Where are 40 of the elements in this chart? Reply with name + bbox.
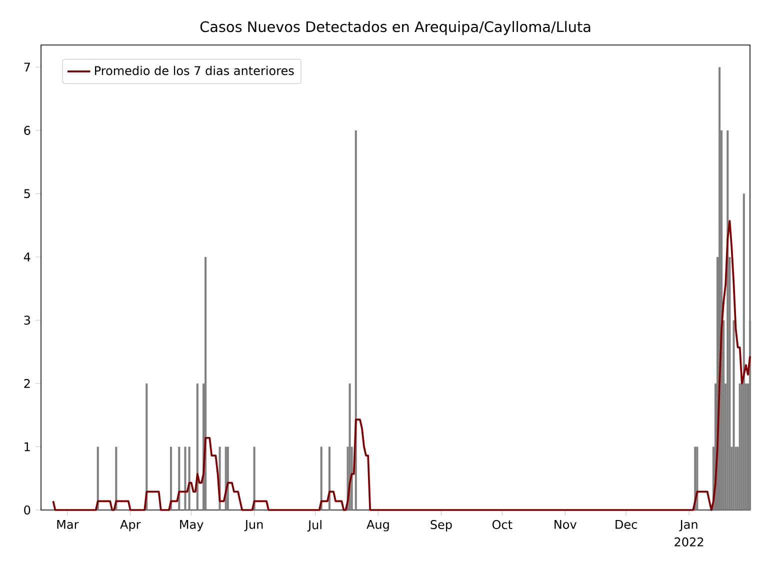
bar (184, 446, 186, 510)
bar (188, 446, 190, 510)
x-tick-label: Oct (492, 520, 512, 530)
bar (748, 320, 752, 510)
bar (115, 446, 118, 510)
bar (354, 130, 357, 510)
x-tick-label: Jul (307, 520, 322, 532)
y-tick-label: 7 (24, 62, 30, 72)
y-tick-label: 0 (24, 505, 30, 515)
x-tick-label: Jan (679, 520, 698, 532)
text: 2022 (674, 537, 704, 546)
y-tick-label: 5 (24, 189, 30, 198)
y-tick-label: 1 (24, 442, 30, 452)
y-tick-label: 3 (24, 316, 30, 325)
bar (96, 446, 99, 510)
y-tick-label: 6 (24, 126, 30, 135)
x-tick-label: May (180, 520, 204, 532)
bar (196, 383, 198, 510)
bar (742, 194, 745, 510)
x-tick-label: Dec (616, 520, 637, 529)
x-tick-label: Jun (244, 520, 263, 532)
x-tick-label: Aug (366, 520, 389, 532)
x-tick-label: Nov (554, 520, 576, 529)
bar (328, 446, 330, 510)
line-series (52, 220, 751, 511)
y-tick-label: 4 (24, 252, 30, 262)
x-tick-label: Sep (430, 520, 452, 532)
bar (738, 383, 741, 510)
x-tick-label: Mar (57, 520, 79, 529)
y-tick-label: 2 (24, 379, 30, 388)
bar (204, 256, 207, 510)
bar (732, 320, 735, 510)
x-tick-label: Apr (120, 520, 141, 532)
chart-title: Casos Nuevos Detectados en Arequipa/Caylloma/Lluta (200, 21, 590, 35)
bar (146, 383, 148, 510)
bar (178, 446, 180, 510)
bar (726, 130, 729, 510)
legend-label: Promedio de los 7 dias anteriores (95, 66, 294, 76)
bar (320, 446, 322, 510)
bar (170, 446, 172, 510)
